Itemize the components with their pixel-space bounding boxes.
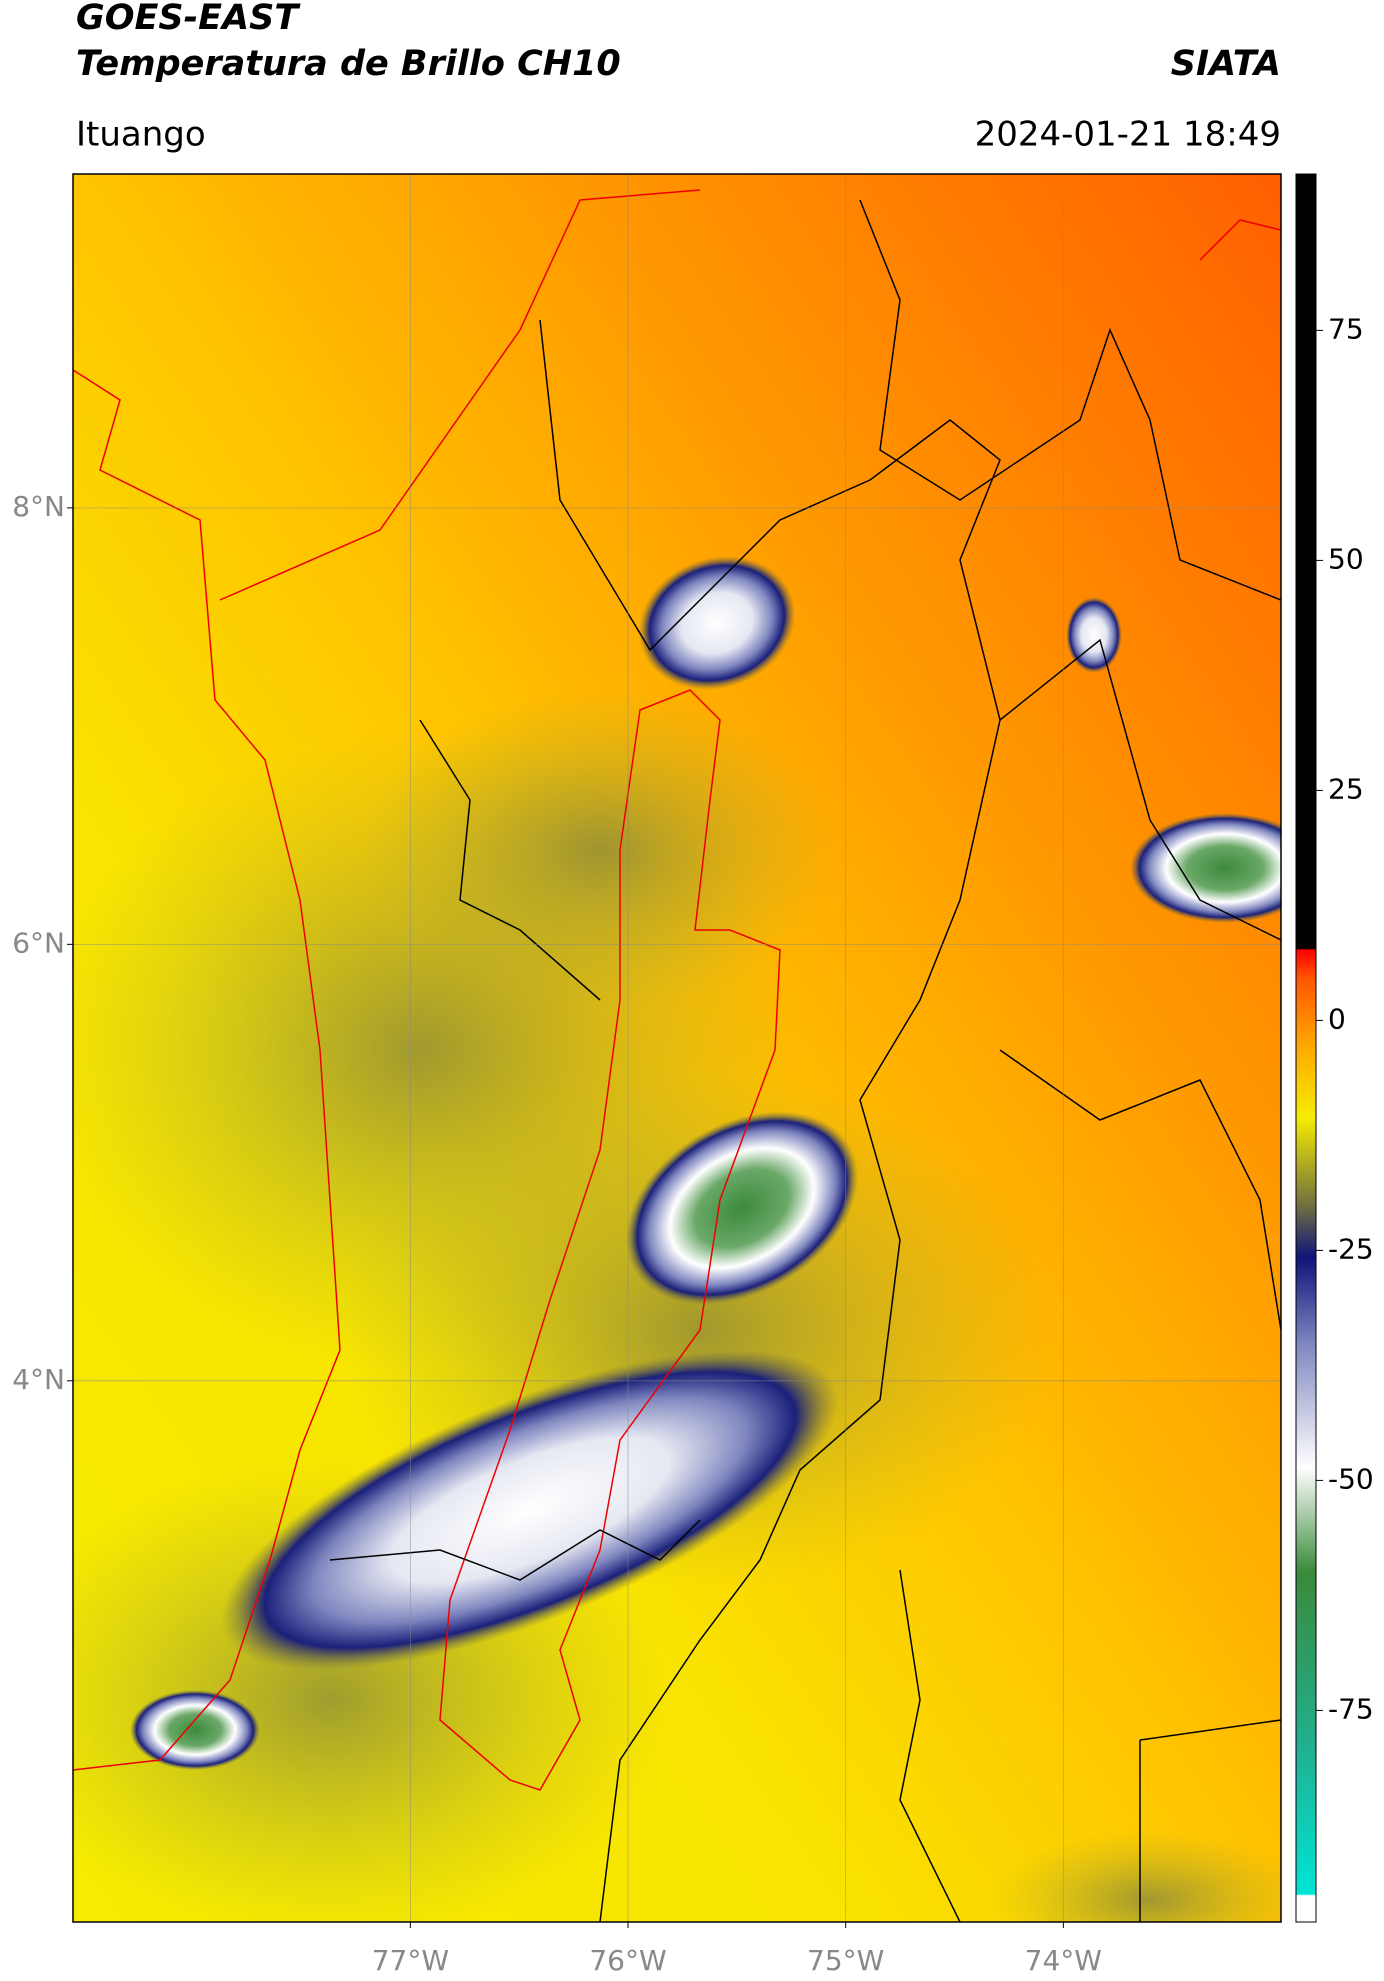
cloud <box>130 1690 260 1770</box>
colorbar <box>1295 173 1317 1923</box>
subtitle: Temperatura de Brillo CH10 <box>76 44 621 84</box>
haze <box>990 1830 1281 1922</box>
colorbar-tick-label: 75 <box>1328 312 1364 345</box>
x-tick-label: 77°W <box>372 1944 449 1977</box>
admin-border <box>999 1049 1281 1331</box>
colorbar-tick-label: 0 <box>1328 1002 1346 1035</box>
admin-border <box>899 1569 961 1922</box>
admin-border <box>999 638 1281 941</box>
coastline <box>219 189 701 601</box>
colorbar-tick-label: -25 <box>1328 1232 1374 1265</box>
grid <box>73 174 1281 1922</box>
colorbar-tick-label: -75 <box>1328 1692 1374 1725</box>
coastline <box>73 369 341 1771</box>
y-tick-label: 8°N <box>12 490 65 523</box>
map-frame <box>72 173 1282 1923</box>
region: Ituango <box>76 115 206 155</box>
x-tick-label: 75°W <box>807 1944 884 1977</box>
cloud <box>638 556 796 690</box>
title: GOES-EAST <box>76 0 301 38</box>
cloud <box>1130 813 1281 923</box>
admin-border <box>419 719 601 1001</box>
admin-border <box>329 1519 701 1581</box>
y-tick-label: 6°N <box>12 926 65 959</box>
cloud <box>221 1349 839 1671</box>
brand: SIATA <box>1171 44 1281 84</box>
admin-border <box>859 199 1281 601</box>
y-tick-label: 4°N <box>12 1363 65 1396</box>
ituango-outline <box>439 689 781 1791</box>
timestamp: 2024-01-21 18:49 <box>975 115 1281 155</box>
colorbar-tick-label: 25 <box>1328 772 1364 805</box>
x-tick-label: 76°W <box>589 1944 666 1977</box>
map-field <box>73 174 1281 1922</box>
cloud <box>1066 597 1122 673</box>
cloud <box>625 1111 859 1305</box>
colorbar-tick-label: -50 <box>1328 1462 1374 1495</box>
colorbar-tick-label: 50 <box>1328 542 1364 575</box>
x-tick-label: 74°W <box>1025 1944 1102 1977</box>
admin-border <box>539 319 1001 1922</box>
admin-border <box>1139 1719 1281 1922</box>
coastline <box>1199 219 1281 261</box>
